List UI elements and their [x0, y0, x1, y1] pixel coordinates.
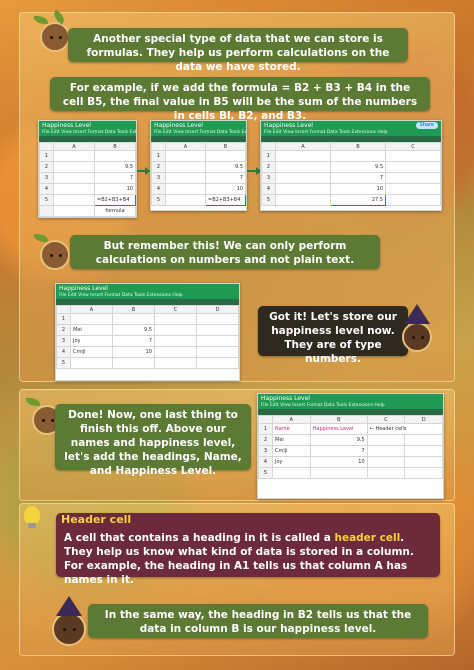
- got-it-bubble: Got it! Let's store our happiness level …: [258, 306, 408, 365]
- spreadsheet-3: Happiness Level Share File Edit View Inse…: [260, 120, 442, 211]
- leaf-icon: [34, 16, 48, 24]
- header-cell-title: Header cell: [61, 513, 132, 526]
- formula-cell[interactable]: =B2+B3+B4: [205, 194, 246, 206]
- happiness-heading-bubble: In the same way, the heading in B2 tells…: [88, 604, 428, 638]
- sheet-toolbar: [261, 136, 441, 142]
- sheet-menu: File Edit View Insert Format Data Tools …: [39, 130, 136, 136]
- sum-cell[interactable]: 27.5: [330, 194, 386, 206]
- header-cell-happiness[interactable]: Happiness Level: [309, 423, 368, 435]
- sheet-menu: File Edit View Insert Format Data Tools …: [56, 293, 239, 299]
- spreadsheet-1: Happiness Level File Edit View Insert Fo…: [38, 120, 137, 218]
- sheet-menu: File Edit View Insert Format Data Tools …: [261, 130, 441, 136]
- sheet-menu: File Edit View Insert Format Data Tools …: [258, 403, 443, 409]
- lightbulb-icon: [24, 506, 40, 528]
- girl-character-avatar: [40, 240, 70, 270]
- girl-character-avatar: [40, 22, 70, 52]
- leaf-icon: [34, 234, 48, 242]
- formula-cell[interactable]: =B2+B3+B4: [94, 194, 136, 206]
- sheet-title: Happiness Level: [258, 394, 443, 403]
- sheet-toolbar: [39, 136, 136, 142]
- arrow-icon: [247, 167, 261, 175]
- formula-intro-bubble: Another special type of data that we can…: [68, 28, 408, 73]
- leaf-icon: [26, 398, 40, 406]
- boy-character-avatar: [402, 322, 432, 352]
- formula-example-bubble: For example, if we add the formula = B2 …: [50, 77, 430, 122]
- header-cell-name[interactable]: Name: [272, 423, 311, 435]
- arrow-icon: [137, 167, 150, 175]
- sheet-toolbar: [151, 136, 246, 142]
- sheet-menu: File Edit View Insert Format Data Tools …: [151, 130, 246, 136]
- sheet-toolbar: [56, 299, 239, 305]
- sheet-title: Happiness Level: [56, 284, 239, 293]
- spreadsheet-5: Happiness Level File Edit View Insert Fo…: [257, 393, 444, 499]
- header-cell-definition: A cell that contains a heading in it is …: [56, 513, 440, 586]
- add-headings-bubble: Done! Now, one last thing to finish this…: [55, 404, 251, 477]
- sheet-title: Happiness Level: [151, 121, 246, 130]
- header-cells-label: ← Header cells: [366, 423, 443, 435]
- sheet-title: Happiness Level: [39, 121, 136, 130]
- numbers-only-bubble: But remember this! We can only perform c…: [70, 235, 380, 269]
- sheet-title: Happiness Level Share: [261, 121, 441, 130]
- wizard-hat-icon: [404, 304, 430, 324]
- spreadsheet-4: Happiness Level File Edit View Insert Fo…: [55, 283, 240, 381]
- share-button[interactable]: Share: [415, 122, 438, 129]
- sheet-toolbar: [258, 409, 443, 415]
- boy-character-avatar: [52, 612, 86, 646]
- wizard-hat-icon: [56, 596, 82, 616]
- spreadsheet-2: Happiness Level File Edit View Insert Fo…: [150, 120, 247, 211]
